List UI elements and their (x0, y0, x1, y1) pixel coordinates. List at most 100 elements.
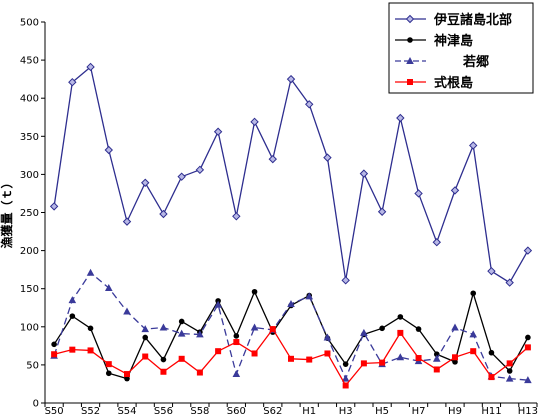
data-point (51, 351, 58, 358)
x-tick-label: S50 (45, 406, 64, 416)
x-tick-label: H11 (481, 406, 501, 416)
legend-marker (406, 57, 414, 64)
y-tick-label: 100 (20, 322, 39, 333)
data-point (287, 299, 295, 307)
data-point (396, 353, 405, 361)
y-tick-label: 450 (20, 56, 39, 67)
data-point (341, 374, 350, 382)
x-tick-label: S58 (190, 406, 209, 416)
data-point (196, 369, 203, 376)
data-point (159, 323, 168, 331)
y-tick-label: 0 (33, 399, 39, 410)
series-line (53, 66, 529, 284)
data-point (51, 341, 57, 348)
data-point (360, 328, 368, 336)
y-axis-label: 漁獲量（ｔ） (0, 176, 14, 248)
data-point (451, 323, 459, 331)
data-point (213, 127, 223, 136)
data-point (341, 276, 350, 285)
series-2 (50, 268, 532, 384)
y-tick-label: 350 (20, 132, 39, 143)
legend-item-2: 若郷 (395, 54, 489, 70)
data-point (68, 296, 77, 304)
data-point (160, 356, 167, 363)
data-point (506, 360, 513, 367)
data-point (141, 178, 150, 187)
x-tick-label: H5 (375, 406, 389, 416)
y-tick-label: 50 (26, 360, 39, 371)
data-point (525, 334, 531, 341)
data-point (506, 368, 513, 374)
legend-label: 若郷 (462, 54, 489, 70)
data-point (523, 246, 533, 255)
legend-label: 神津島 (434, 33, 473, 49)
data-point (414, 189, 423, 198)
legend-label: 式根島 (434, 75, 473, 91)
data-point (415, 355, 422, 362)
data-point (159, 209, 168, 219)
data-point (104, 145, 113, 155)
y-tick-label: 400 (20, 94, 39, 105)
axes: 0 50 100 150 200 250 300 350 400 450 500 S50 S52 S54 S… (0, 18, 538, 416)
data-point (250, 323, 259, 331)
data-point (342, 361, 349, 367)
x-tick-label: H13 (518, 406, 538, 416)
data-point (397, 314, 404, 320)
data-point (105, 361, 112, 368)
legend-label: 伊豆諸島北部 (433, 12, 512, 28)
legend-item-1: 神津島 (395, 33, 473, 49)
data-point (323, 153, 332, 162)
data-point (305, 100, 314, 109)
data-point (232, 370, 241, 378)
data-point (488, 349, 495, 356)
data-point (178, 355, 185, 362)
x-tick-label: H1 (302, 406, 316, 416)
data-point (69, 313, 76, 319)
data-point (323, 333, 332, 341)
data-point (432, 238, 441, 247)
series-3 (51, 326, 531, 389)
data-point (233, 339, 240, 346)
x-tick-label: H9 (448, 406, 462, 416)
legend-item-3: 式根島 (395, 75, 473, 91)
data-point (49, 202, 59, 211)
data-point (105, 370, 112, 377)
data-point (470, 290, 477, 297)
data-point (233, 333, 240, 339)
data-point (250, 117, 259, 127)
data-point (432, 354, 441, 362)
data-point (232, 212, 241, 221)
x-tick-label: H3 (339, 406, 353, 416)
data-point (215, 348, 222, 355)
data-point (122, 217, 132, 226)
data-point (195, 165, 205, 175)
data-point (214, 300, 222, 308)
data-point (177, 329, 186, 337)
x-tick-label: S60 (227, 406, 246, 416)
data-point (324, 350, 331, 357)
data-point (124, 375, 130, 382)
data-point (505, 278, 514, 287)
series-line (53, 272, 528, 381)
data-point (196, 330, 204, 338)
data-point (450, 186, 460, 195)
legend-item-0: 伊豆諸島北部 (395, 12, 512, 28)
legend-marker (405, 14, 415, 24)
data-point (452, 359, 458, 365)
data-point (87, 325, 94, 332)
data-point (342, 382, 349, 389)
data-point (469, 330, 478, 338)
x-tick-label: S54 (117, 406, 136, 416)
data-point (251, 350, 258, 357)
data-point (123, 307, 131, 315)
data-point (487, 266, 496, 276)
x-tick-label: S52 (81, 406, 100, 416)
data-point (415, 326, 422, 332)
data-point (397, 329, 404, 336)
data-point (524, 344, 531, 351)
y-tick-label: 500 (20, 18, 39, 29)
data-point (524, 376, 532, 384)
data-point (269, 326, 276, 333)
